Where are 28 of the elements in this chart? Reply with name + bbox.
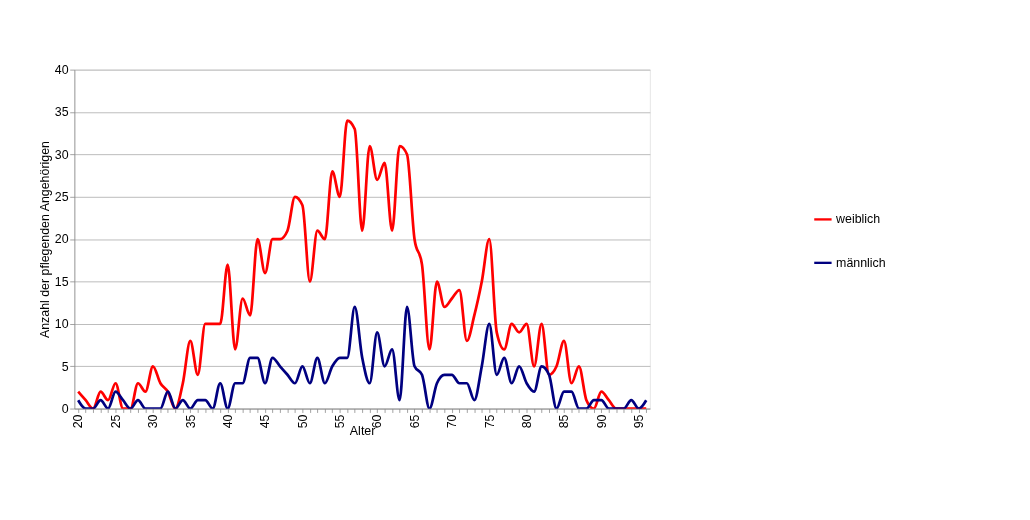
x-tick-label: 65: [407, 414, 422, 429]
legend-label: weiblich: [835, 212, 881, 227]
x-tick-label: 30: [146, 414, 161, 429]
x-tick-label: 50: [295, 414, 310, 429]
x-tick-label: 95: [632, 414, 647, 429]
x-tick-label: 45: [258, 414, 273, 429]
x-tick-label: 40: [220, 414, 235, 429]
y-tick-label: 5: [61, 359, 69, 374]
y-tick-label: 0: [61, 401, 69, 416]
x-tick-label: 85: [557, 414, 572, 429]
y-tick-label: 10: [54, 317, 69, 332]
x-tick-label: 35: [183, 414, 198, 429]
y-tick-label: 35: [54, 105, 69, 120]
x-tick-label: 75: [482, 414, 497, 429]
x-tick-label: 55: [333, 414, 348, 429]
y-tick-label: 20: [54, 232, 69, 247]
x-tick-label: 90: [594, 414, 609, 429]
x-tick-label: 25: [108, 414, 123, 429]
y-tick-label: 40: [54, 62, 69, 77]
y-tick-label: 30: [54, 147, 69, 162]
y-tick-label: 15: [54, 274, 69, 289]
y-tick-label: 25: [54, 190, 69, 205]
x-tick-label: 70: [445, 414, 460, 429]
x-tick-label: 80: [519, 414, 534, 429]
x-tick-label: 20: [71, 414, 86, 429]
legend-label: männlich: [836, 255, 886, 270]
x-tick-label: 60: [370, 414, 385, 429]
y-axis-title: Anzahl der pflegenden Angehörigen: [38, 140, 53, 339]
